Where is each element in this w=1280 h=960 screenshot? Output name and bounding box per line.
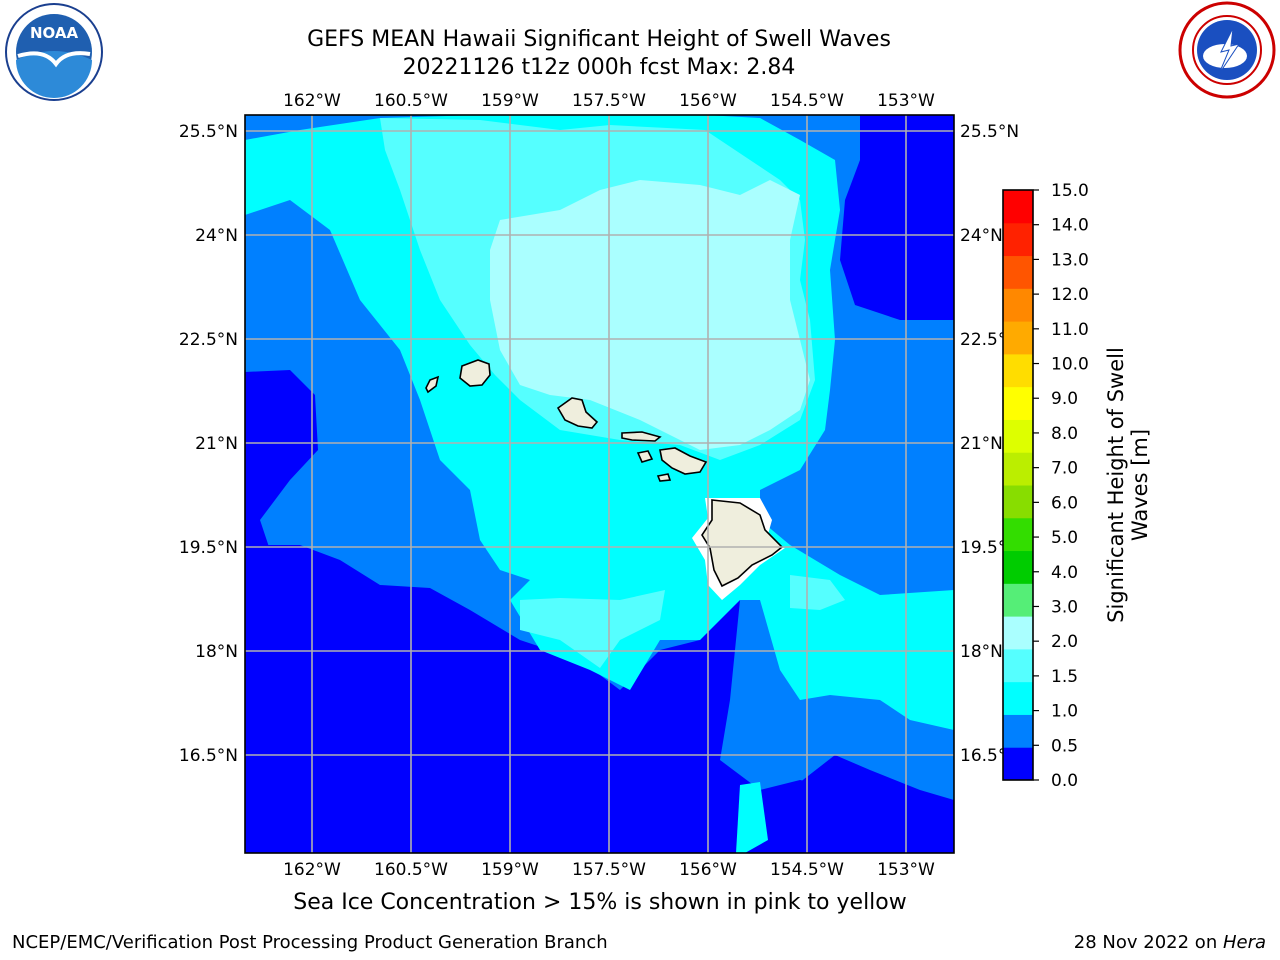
colorbar-frame	[1002, 189, 1034, 781]
colorbar-bin	[1003, 386, 1033, 420]
colorbar-tick-label: 0.0	[1051, 771, 1078, 791]
lon-tick-top: 159°W	[481, 91, 539, 111]
colorbar-tick-label: 13.0	[1051, 250, 1089, 270]
field-1p0-1p5-islet	[555, 450, 600, 525]
island-kahoolawe	[656, 473, 672, 482]
colorbar-bin	[1003, 452, 1033, 486]
colorbar-bin	[1003, 321, 1033, 355]
lon-tick-top: 162°W	[283, 91, 341, 111]
colorbar-tick-label: 15.0	[1051, 181, 1089, 201]
field-1p5-2p0-east-patch	[790, 575, 845, 610]
chart-title-line-1: GEFS MEAN Hawaii Significant Height of S…	[307, 27, 891, 52]
sea-ice-note: Sea Ice Concentration > 15% is shown in …	[293, 890, 907, 915]
colorbar-bin	[1003, 714, 1033, 748]
noaa-logo: NOAA	[5, 3, 103, 101]
footer-machine: Hera	[1222, 932, 1266, 953]
colorbar-bin	[1003, 583, 1033, 617]
colorbar-tick-label: 11.0	[1051, 320, 1089, 340]
lon-tick-bottom: 154.5°W	[770, 860, 844, 880]
lon-tick-bottom: 157.5°W	[572, 860, 646, 880]
lon-tick-bottom: 156°W	[679, 860, 737, 880]
lon-tick-top: 157.5°W	[572, 91, 646, 111]
lat-tick-right: 18°N	[960, 642, 1003, 662]
lat-tick-left: 22.5°N	[179, 330, 238, 350]
field-0-0p5-west	[245, 370, 318, 615]
nws-logo	[1178, 1, 1276, 99]
colorbar-tick-label: 8.0	[1051, 424, 1078, 444]
colorbar-tick-label: 1.0	[1051, 702, 1078, 722]
footer-credit: NCEP/EMC/Verification Post Processing Pr…	[12, 932, 608, 953]
lon-tick-bottom: 162°W	[283, 860, 341, 880]
colorbar-bin	[1003, 353, 1033, 388]
colorbar: 0.0 0.5 1.0 1.5 2.0 3.0 4.0 5.0 6.0 7.0 8.0 9.0 10.0…	[1002, 181, 1089, 791]
lon-tick-bottom: 160.5°W	[374, 860, 448, 880]
colorbar-tick-label: 1.5	[1051, 667, 1078, 687]
colorbar-bin	[1003, 648, 1033, 683]
lon-tick-top: 154.5°W	[770, 91, 844, 111]
colorbar-title-line-2: Waves [m]	[1128, 428, 1152, 542]
colorbar-tick-label: 9.0	[1051, 389, 1078, 409]
lat-tick-left: 21°N	[195, 434, 238, 454]
lon-tick-top: 160.5°W	[374, 91, 448, 111]
swell-height-field	[245, 115, 954, 853]
colorbar-tick-label: 14.0	[1051, 216, 1089, 236]
axis-tick-labels: 162°W 162°W 160.5°W 160.5°W 159°W 159°W 157.5°…	[179, 91, 1019, 880]
colorbar-bin	[1003, 485, 1033, 519]
lat-tick-left: 18°N	[195, 642, 238, 662]
colorbar-tick-label: 3.0	[1051, 597, 1078, 617]
lat-tick-right: 25.5°N	[960, 122, 1019, 142]
colorbar-bin	[1003, 419, 1033, 453]
island-hawaii	[701, 499, 784, 588]
map-frame	[244, 114, 955, 854]
field-2p0-3p0	[490, 180, 810, 450]
lat-tick-left: 25.5°N	[179, 122, 238, 142]
colorbar-bin	[1003, 222, 1033, 257]
colorbar-bin	[1003, 255, 1033, 289]
colorbar-title: Significant Height of Swell Waves [m]	[1104, 325, 1152, 645]
graticule	[245, 115, 954, 853]
lat-tick-left: 19.5°N	[179, 538, 238, 558]
field-0-0p5-southeast	[790, 755, 954, 853]
colorbar-bin	[1003, 550, 1033, 584]
colorbar-bin	[1003, 288, 1033, 322]
field-1p0-1p5-south-patch	[736, 782, 768, 853]
lat-tick-left: 16.5°N	[179, 746, 238, 766]
lon-tick-bottom: 159°W	[481, 860, 539, 880]
colorbar-tick-label: 4.0	[1051, 563, 1078, 583]
lon-tick-bottom: 153°W	[877, 860, 935, 880]
island-niihau	[425, 375, 440, 394]
footer-date: 28 Nov 2022 on Hera	[1074, 932, 1266, 953]
island-oahu	[556, 397, 599, 429]
colorbar-tick-label: 0.5	[1051, 736, 1078, 756]
chart-title-line-2: 20221126 t12z 000h fcst Max: 2.84	[402, 55, 796, 80]
island-maui	[659, 447, 708, 475]
colorbar-title-line-1: Significant Height of Swell	[1104, 347, 1128, 623]
island-molokai	[621, 431, 662, 442]
noaa-logo-text: NOAA	[30, 24, 79, 42]
colorbar-tick-label: 10.0	[1051, 355, 1089, 375]
lat-tick-right: 24°N	[960, 226, 1003, 246]
island-kauai	[459, 359, 491, 387]
colorbar-tick-label: 2.0	[1051, 632, 1078, 652]
colorbar-tick-label: 12.0	[1051, 285, 1089, 305]
colorbar-bin	[1003, 681, 1033, 715]
colorbar-bin	[1003, 517, 1033, 552]
colorbar-bin	[1003, 616, 1033, 650]
colorbar-tick-label: 7.0	[1051, 459, 1078, 479]
hawaiian-islands	[425, 359, 784, 588]
lon-tick-top: 153°W	[877, 91, 935, 111]
lat-tick-left: 24°N	[195, 226, 238, 246]
colorbar-bin	[1003, 747, 1033, 781]
lat-tick-right: 21°N	[960, 434, 1003, 454]
colorbar-bin	[1003, 190, 1033, 224]
field-0-0p5-northeast	[840, 115, 954, 320]
lon-tick-top: 156°W	[679, 91, 737, 111]
field-1p5-2p0-south-patch	[520, 590, 665, 668]
field-0-0p5-south	[245, 545, 954, 853]
colorbar-tick-label: 6.0	[1051, 493, 1078, 513]
footer-date-text: 28 Nov 2022 on	[1073, 932, 1223, 953]
island-lanai	[636, 450, 654, 463]
colorbar-tick-label: 5.0	[1051, 528, 1078, 548]
